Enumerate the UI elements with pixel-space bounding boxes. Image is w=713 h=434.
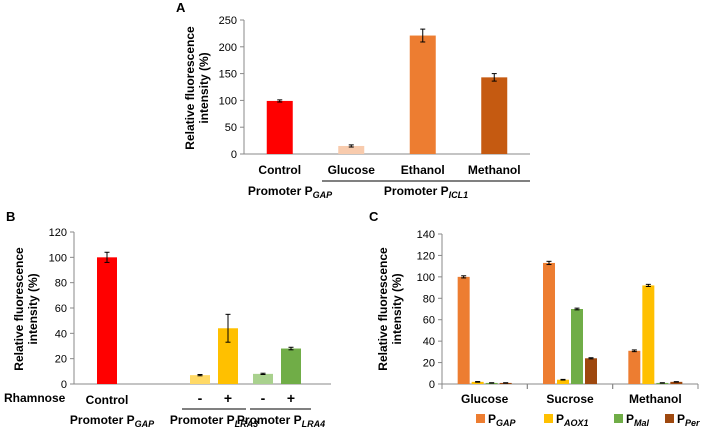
b-rhamnose-sign: - [198, 390, 203, 406]
c-y-tick-label: 60 [423, 315, 435, 327]
a-bar [338, 145, 365, 154]
c-bar [585, 358, 597, 384]
a-category-label: Ethanol [401, 163, 445, 177]
c-legend-swatch [665, 414, 674, 423]
c-bar [571, 309, 583, 384]
c-y-tick-label: 0 [429, 379, 435, 391]
b-bar [281, 348, 301, 384]
a-category-label: Methanol [468, 163, 521, 177]
b-rhamnose-sign: + [287, 390, 295, 406]
c-bar [557, 379, 569, 384]
a-y-tick-label: 200 [219, 42, 237, 54]
c-legend-label: PPer [677, 412, 700, 428]
b-rhamnose-label: Rhamnose [4, 391, 66, 405]
a-bar [481, 77, 508, 154]
b-bar [218, 328, 238, 384]
c-y-tick-label: 120 [417, 250, 435, 262]
c-legend-label: PAOX1 [556, 412, 589, 428]
a-y-tick-label: 250 [219, 15, 237, 27]
c-category-label: Sucrose [546, 392, 594, 406]
b-rhamnose-sign: - [261, 390, 266, 406]
b-group-label: Promoter PLRA3 [170, 413, 258, 429]
c-bar [670, 381, 683, 384]
panel-c-letter: C [369, 209, 379, 224]
b-y-tick-label: 20 [55, 354, 67, 366]
c-category-label: Glucose [461, 392, 509, 406]
c-bar [628, 350, 641, 384]
b-group-label: Promoter PLRA4 [237, 413, 325, 429]
panel-a-letter: A [176, 0, 186, 15]
a-y-tick-label: 150 [219, 69, 237, 81]
a-group-label: Promoter PGAP [248, 184, 333, 200]
c-legend-swatch [614, 414, 623, 423]
b-y-tick-label: 0 [61, 379, 67, 391]
b-y-tick-label: 100 [49, 252, 67, 264]
c-bar [457, 276, 470, 384]
c-bar [471, 381, 484, 384]
c-y-tick-label: 100 [417, 272, 435, 284]
b-y-axis-title: Relative fluorescenceintensity (%) [12, 247, 40, 371]
b-y-tick-label: 40 [55, 328, 67, 340]
c-legend-swatch [544, 414, 553, 423]
c-category-label: Methanol [629, 392, 682, 406]
a-y-tick-label: 100 [219, 95, 237, 107]
b-bar [97, 257, 117, 384]
a-y-axis-title: Relative fluorescenceintensity (%) [183, 26, 211, 150]
b-bar [190, 375, 210, 384]
b-y-tick-label: 80 [55, 278, 67, 290]
c-legend-label: PMal [626, 412, 650, 428]
c-legend-swatch [476, 414, 485, 423]
b-y-tick-label: 60 [55, 303, 67, 315]
panel-b-letter: B [6, 209, 15, 224]
c-y-tick-label: 80 [423, 293, 435, 305]
c-bar [543, 262, 555, 384]
a-y-tick-label: 50 [225, 122, 237, 134]
a-bar [266, 100, 293, 154]
a-bar [409, 35, 436, 154]
c-bar [642, 285, 655, 384]
a-category-label: Control [258, 163, 301, 177]
a-group-label: Promoter PICL1 [384, 184, 468, 200]
b-bar [253, 373, 273, 384]
c-y-tick-label: 140 [417, 229, 435, 241]
a-category-label: Glucose [328, 163, 376, 177]
c-y-tick-label: 40 [423, 336, 435, 348]
c-legend-label: PGAP [488, 412, 517, 428]
b-control-label: Control [86, 393, 129, 407]
b-rhamnose-sign: + [224, 390, 232, 406]
c-y-axis-title: Relative fluorescenceintensity (%) [376, 247, 404, 371]
b-group-label: Promoter PGAP [70, 413, 155, 429]
b-y-tick-label: 120 [49, 227, 67, 239]
a-y-tick-label: 0 [231, 149, 237, 161]
c-y-tick-label: 20 [423, 358, 435, 370]
